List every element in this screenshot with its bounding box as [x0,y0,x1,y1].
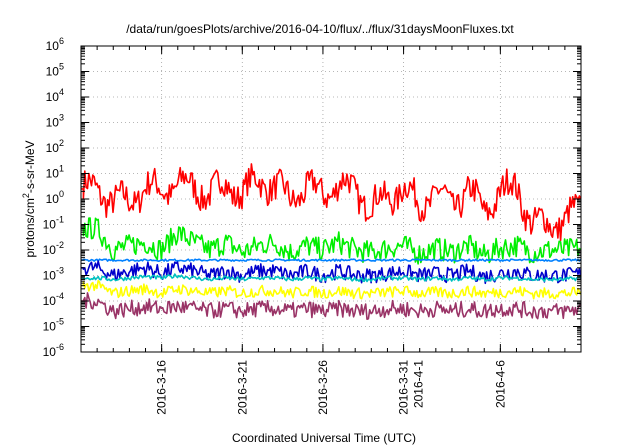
y-tick-label: 100 [46,189,64,206]
x-tick-label: 2016-3-16 [155,360,169,415]
series-line [81,292,582,321]
y-tick-label-base: 10 [46,141,60,155]
ticks [81,45,581,353]
y-tick-label-base: 10 [43,320,57,334]
y-tick-label-exponent: 4 [59,87,64,97]
y-tick-label-base: 10 [46,39,60,53]
y-tick-label-base: 10 [43,243,57,257]
y-tick-label-exponent: -1 [56,215,64,225]
y-axis-label-part-1: protons/cm [23,198,37,257]
y-tick-label-base: 10 [46,90,60,104]
y-tick-label: 102 [46,138,64,155]
y-tick-label-base: 10 [46,192,60,206]
y-tick-label-base: 10 [43,218,57,232]
y-axis-label: protons/cm2-s-sr-MeV [21,140,37,257]
x-tick-label: 2016-4-1 [412,360,426,408]
x-axis-label: Coordinated Universal Time (UTC) [232,431,416,445]
y-tick-label-base: 10 [43,345,57,359]
y-tick-label: 10-6 [43,342,64,359]
series-line [81,273,581,283]
x-tick-label: 2016-3-26 [316,360,330,415]
y-tick-label-exponent: 5 [59,62,64,72]
y-tick-label-exponent: -3 [56,266,64,276]
y-axis-label-part-2: -s-sr-MeV [23,140,37,193]
y-tick-label-exponent: -5 [56,317,64,327]
series-line [81,260,582,285]
chart-title: /data/run/goesPlots/archive/2016-04-10/f… [126,22,514,36]
y-tick-label: 10-3 [43,266,64,283]
y-tick-label: 10-5 [43,317,64,334]
y-tick-label: 10-1 [43,215,64,232]
series-layer [81,163,582,321]
series-line [81,279,582,300]
x-tick-label: 2016-4-6 [493,360,507,408]
x-tick-labels: 2016-3-16 2016-3-21 2016-3-26 2016-3-31 2016… [155,360,508,415]
y-tick-label-exponent: -4 [56,291,64,301]
y-tick-label-base: 10 [43,294,57,308]
series-line [81,217,582,265]
y-tick-label-base: 10 [46,65,60,79]
series-line [81,163,582,242]
y-tick-label: 103 [46,113,64,130]
y-tick-labels: 10-610-510-410-310-210-11001011021031041… [43,36,64,359]
y-tick-label-base: 10 [46,167,60,181]
y-tick-label-exponent: 6 [59,36,64,46]
y-tick-label-base: 10 [46,116,60,130]
y-tick-label-exponent: 1 [59,164,64,174]
y-tick-label-exponent: 3 [59,113,64,123]
y-tick-label-exponent: -2 [56,240,64,250]
y-axis-label-superscript: 2 [21,193,31,198]
y-tick-label: 105 [46,62,64,79]
x-tick-label: 2016-3-31 [397,360,411,415]
y-tick-label-exponent: 2 [59,138,64,148]
y-tick-label: 104 [46,87,64,104]
y-tick-label: 106 [46,36,64,53]
y-tick-label: 101 [46,164,64,181]
series-line [81,258,582,263]
y-tick-label: 10-2 [43,240,64,257]
y-tick-label-base: 10 [43,269,57,283]
y-tick-label-exponent: 0 [59,189,64,199]
y-tick-label: 10-4 [43,291,64,308]
y-tick-label-exponent: -6 [56,342,64,352]
x-tick-label: 2016-3-21 [235,360,249,415]
